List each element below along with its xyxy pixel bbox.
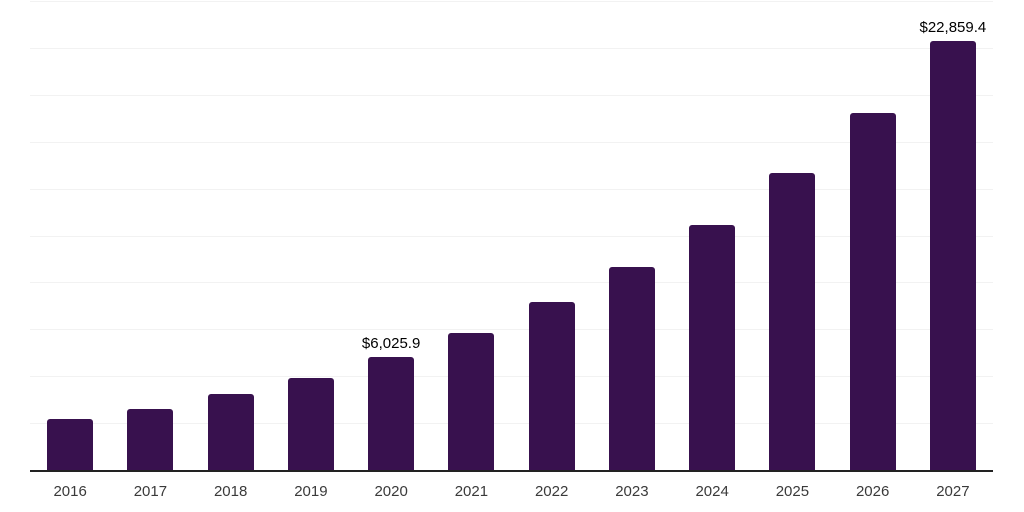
- bar-2020: [368, 356, 415, 470]
- bar-column-2023: [592, 1, 672, 470]
- gridline-10000: [30, 282, 993, 284]
- bar-column-2025: [752, 1, 832, 470]
- bar-column-2027: $22,859.4: [913, 1, 993, 470]
- plot-area: $6,025.9 $22,859.4: [30, 1, 993, 472]
- bar-column-2017: [110, 1, 190, 470]
- bar-2016: [47, 418, 94, 470]
- bar-2025: [769, 172, 816, 470]
- gridline-22500: [30, 47, 993, 49]
- bar-2026: [849, 112, 896, 470]
- x-tick-2022: 2022: [534, 483, 569, 500]
- x-tick-2023: 2023: [615, 483, 649, 500]
- x-axis-labels: 2016 2017 2018 2019 2020 2021 2022 2023 2024 2025…: [30, 483, 993, 501]
- x-tick-2026: 2026: [855, 483, 890, 500]
- x-tick-2024: 2024: [695, 483, 729, 500]
- gridline-12500: [30, 235, 993, 237]
- bar-2024: [689, 225, 736, 470]
- gridline-20000: [30, 94, 993, 96]
- data-label-2027: $22,859.4: [919, 19, 987, 37]
- bar-column-2022: [512, 1, 592, 470]
- bar-2021: [448, 333, 495, 470]
- bar-2019: [287, 377, 334, 470]
- bar-column-2026: [833, 1, 913, 470]
- gridline-25000: [30, 1, 993, 2]
- bar-2017: [127, 408, 174, 470]
- x-tick-2017: 2017: [133, 483, 168, 500]
- bar-2018: [207, 393, 254, 470]
- bar-2023: [608, 267, 655, 470]
- data-label-2020: $6,025.9: [361, 334, 421, 352]
- x-tick-2020: 2020: [374, 483, 408, 500]
- x-tick-2027: 2027: [936, 483, 970, 500]
- bar-column-2019: [271, 1, 351, 470]
- bar-column-2016: [30, 1, 110, 470]
- x-tick-2019: 2019: [294, 483, 328, 500]
- gridline-15000: [30, 188, 993, 190]
- gridline-2500: [30, 423, 993, 425]
- bar-2022: [528, 302, 575, 470]
- x-tick-2025: 2025: [775, 483, 810, 500]
- gridline-7500: [30, 329, 993, 331]
- bar-column-2021: [431, 1, 511, 470]
- bar-column-2024: [672, 1, 752, 470]
- bar-2027: [929, 41, 976, 470]
- gridline-17500: [30, 141, 993, 143]
- bar-column-2020: $6,025.9: [351, 1, 431, 470]
- bars-container: $6,025.9 $22,859.4: [30, 1, 993, 470]
- bar-column-2018: [191, 1, 271, 470]
- gridline-5000: [30, 376, 993, 378]
- x-tick-2021: 2021: [454, 483, 489, 500]
- x-tick-2016: 2016: [53, 483, 87, 500]
- x-tick-2018: 2018: [213, 483, 248, 500]
